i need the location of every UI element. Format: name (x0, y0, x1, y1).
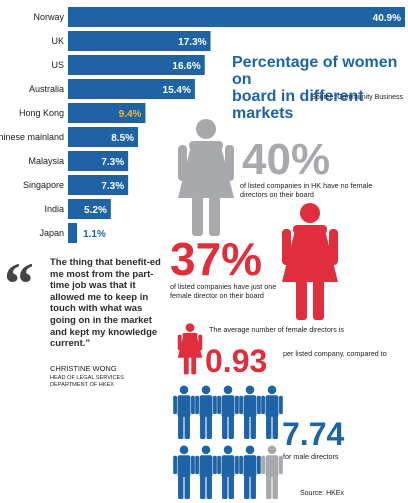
chart-title-line-1: Percentage of women on (232, 54, 398, 88)
bar-category-label: US (51, 60, 64, 70)
bar-category-label: UK (51, 36, 64, 46)
bar-value-label: 1.1% (83, 229, 106, 240)
bar-value-label: 7.3% (101, 181, 124, 192)
no-female-caption: of listed companies in HK have no female… (240, 181, 373, 199)
quote-author-role: HEAD OF LEGAL SERVICES DEPARTMENT OF HKE… (50, 375, 170, 389)
man-icon (217, 385, 239, 439)
one-female-caption: of listed companies have just one female… (170, 282, 277, 300)
bar (68, 103, 146, 123)
bar-value-label: 8.5% (111, 133, 134, 144)
quote-mark-icon: “ (4, 251, 34, 317)
bar-category-label: Hong Kong (19, 108, 64, 118)
bar-category-label: Australia (29, 84, 64, 94)
bar (68, 127, 139, 147)
bar (68, 7, 405, 27)
bar-category-label: Chinese mainland (0, 132, 64, 142)
bar-category-label: Norway (33, 12, 64, 22)
bar-value-label: 15.4% (163, 85, 191, 96)
bar-category-label: India (44, 204, 64, 214)
bar-value-label: 7.3% (101, 157, 124, 168)
woman-icon (177, 323, 203, 375)
avg-female-value: 0.93 (205, 343, 268, 379)
bar-category-label: Singapore (23, 180, 64, 190)
bar (68, 31, 211, 51)
man-icon (261, 445, 283, 499)
avg-male-caption: for male directors (283, 452, 339, 461)
bar-value-label: 5.2% (84, 205, 107, 216)
avg-female-caption: per listed company, compared to (283, 349, 387, 358)
chart-title: Percentage of women on board in differen… (232, 54, 407, 122)
bar-value-label: 40.9% (373, 13, 401, 24)
bar (68, 151, 129, 171)
bar (68, 223, 78, 243)
quote-text: The thing that benefit-ed me most from t… (50, 257, 161, 350)
bar (68, 79, 195, 99)
man-icon (239, 445, 261, 499)
avg-male-value: 7.74 (282, 416, 345, 452)
man-icon (195, 385, 217, 439)
man-icon (173, 385, 195, 439)
no-female-percentage: 40% (242, 135, 331, 184)
woman-icon (178, 119, 234, 236)
hkex-source: Source: HKEx (300, 490, 344, 497)
man-icon (195, 445, 217, 499)
man-icon (239, 385, 261, 439)
avg-female-intro: The average number of female directors i… (209, 325, 345, 334)
one-female-percentage: 37% (170, 233, 263, 285)
quote-role-line-2: DEPARTMENT OF HKEX (50, 382, 115, 388)
chart-title-line-2: board in different markets (232, 88, 364, 122)
man-icon (173, 445, 195, 499)
man-icon (217, 445, 239, 499)
man-icon (261, 385, 283, 439)
bar-value-label: 17.3% (178, 37, 206, 48)
bar (68, 199, 111, 219)
quote-author-name: CHRISTINE WONG (50, 364, 117, 373)
bar (68, 55, 205, 75)
bar-category-label: Japan (39, 228, 64, 238)
bar-value-label: 9.4% (119, 109, 142, 120)
woman-icon (282, 203, 338, 320)
bar-value-label: 16.6% (172, 61, 200, 72)
bar (68, 175, 129, 195)
chart-source: Source: Community Business (311, 94, 403, 101)
quote-role-line-1: HEAD OF LEGAL SERVICES (50, 375, 124, 381)
bar-category-label: Malaysia (28, 156, 64, 166)
women-on-boards-bar-chart: Norway 40.9% UK 17.3% US 16.6% Australia 15.4% H… (0, 7, 405, 243)
